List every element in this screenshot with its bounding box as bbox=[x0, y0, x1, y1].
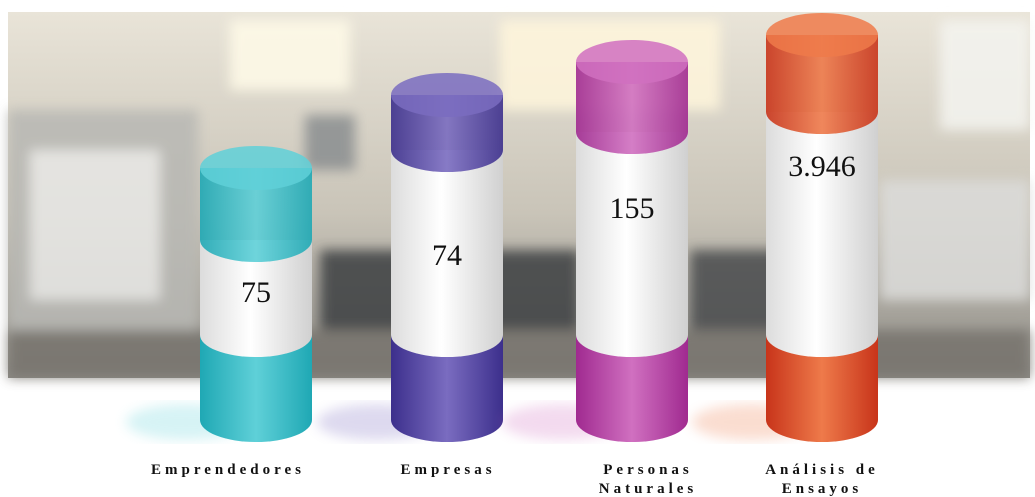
cylinder: 75 bbox=[126, 146, 312, 442]
label: Ensayos bbox=[782, 481, 863, 497]
band-edge bbox=[200, 335, 312, 357]
label: Naturales bbox=[599, 481, 698, 497]
cylinder-top bbox=[766, 35, 878, 134]
cylinder-band bbox=[576, 132, 688, 335]
cylinder-base bbox=[576, 335, 688, 442]
cylinder: 3.946 bbox=[692, 13, 878, 442]
cylinder-cap bbox=[766, 13, 878, 57]
value: 155 bbox=[610, 192, 655, 225]
cylinder-cap bbox=[200, 146, 312, 190]
label: Personas bbox=[603, 462, 693, 478]
band-edge bbox=[576, 335, 688, 357]
label: Emprendedores bbox=[151, 462, 305, 478]
cylinder-base bbox=[766, 335, 878, 442]
cylinder-cap bbox=[576, 40, 688, 84]
value: 75 bbox=[241, 276, 271, 309]
cylinder-band bbox=[766, 112, 878, 335]
cylinder-top bbox=[576, 62, 688, 154]
cylinder-top bbox=[200, 168, 312, 262]
cylinder: 74 bbox=[317, 73, 503, 442]
value: 74 bbox=[432, 239, 462, 272]
cylinder-base bbox=[391, 335, 503, 442]
value: 3.946 bbox=[788, 150, 856, 183]
label: Empresas bbox=[400, 462, 495, 478]
cylinder-cap bbox=[391, 73, 503, 117]
cylinder-base bbox=[200, 335, 312, 442]
band-edge bbox=[391, 335, 503, 357]
cylinder-band bbox=[391, 150, 503, 335]
cylinder: 155 bbox=[502, 40, 688, 442]
band-edge bbox=[766, 335, 878, 357]
label: Análisis de bbox=[765, 462, 879, 478]
cylinder-top bbox=[391, 95, 503, 172]
